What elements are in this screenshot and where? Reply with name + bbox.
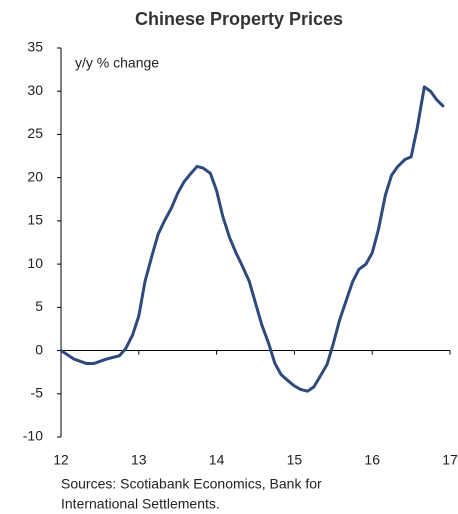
annotation: y/y % change xyxy=(75,55,159,71)
source: International Settlements. xyxy=(61,496,220,512)
x-tick-label: 15 xyxy=(287,452,303,468)
y-tick-label: -5 xyxy=(31,384,44,400)
y-tick-label: -10 xyxy=(23,428,43,444)
y-tick-label: 30 xyxy=(27,82,43,98)
source: Sources: Scotiabank Economics, Bank for xyxy=(61,476,322,492)
line xyxy=(60,85,445,393)
x-tick-label: 12 xyxy=(53,452,69,468)
x-tick-label: 14 xyxy=(209,452,225,468)
x-tick-label: 13 xyxy=(131,452,147,468)
y-tick-label: 20 xyxy=(27,168,43,184)
y-tick-label: 10 xyxy=(27,255,43,271)
y-tick-label: 5 xyxy=(35,298,43,314)
y-tick-label: 0 xyxy=(35,341,43,357)
y-tick-label: 35 xyxy=(27,39,43,55)
chart-title: Chinese Property Prices xyxy=(135,9,343,29)
y-tick-label: 15 xyxy=(27,212,43,228)
y-tick-label: 25 xyxy=(27,125,43,141)
x-tick-label: 17 xyxy=(442,452,458,468)
x-tick-label: 16 xyxy=(364,452,380,468)
